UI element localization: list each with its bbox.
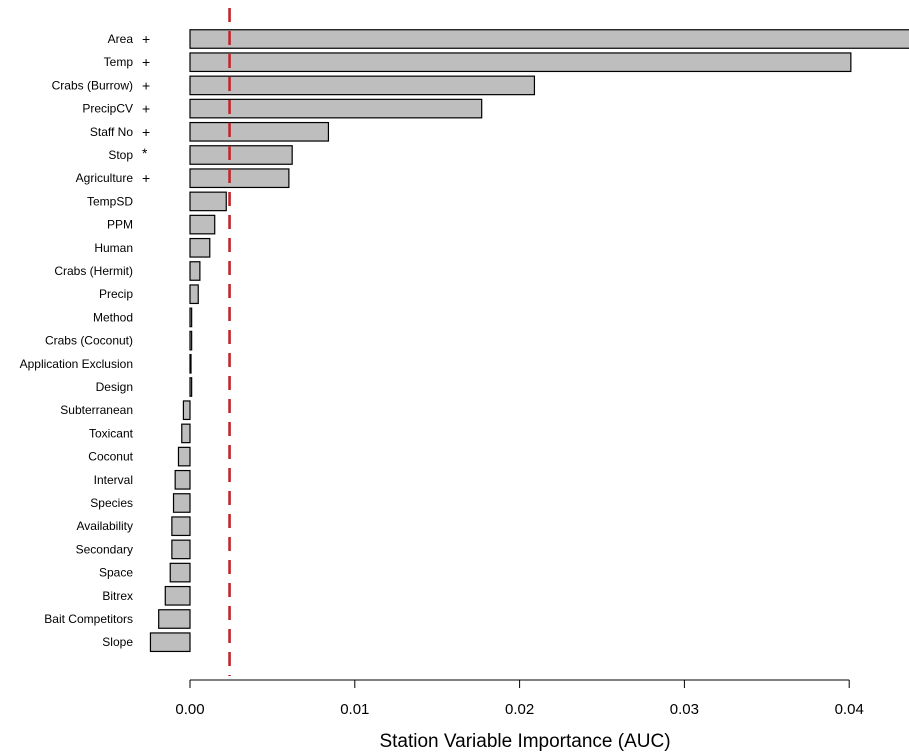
category-label: Agriculture xyxy=(76,171,134,185)
significance-marker: + xyxy=(142,170,150,186)
category-label: Area xyxy=(108,32,134,46)
bar-slope xyxy=(149,632,191,653)
bar-area xyxy=(189,29,909,49)
bar-species xyxy=(172,493,191,513)
category-label: Bitrex xyxy=(102,589,133,603)
bar-precip xyxy=(189,284,199,305)
bar-crabs-burrow xyxy=(189,75,536,96)
bar-interval xyxy=(174,469,191,490)
bar-availability xyxy=(171,516,191,537)
bar-method xyxy=(189,307,193,328)
category-label: Availability xyxy=(77,519,133,533)
x-tick-label: 0.02 xyxy=(505,701,534,718)
bar-bitrex xyxy=(164,585,191,606)
category-label: Secondary xyxy=(76,542,133,556)
significance-markers: + + + + + * + xyxy=(142,31,150,186)
bar-space xyxy=(169,562,191,583)
bar-coconut xyxy=(177,446,191,467)
significance-marker: + xyxy=(142,31,150,47)
bar-agriculture xyxy=(189,168,290,189)
category-label: TempSD xyxy=(87,194,133,208)
category-label: Crabs (Coconut) xyxy=(45,334,133,348)
category-label: Bait Competitors xyxy=(44,612,133,626)
x-tick-label: 0.00 xyxy=(175,701,204,718)
category-label: Method xyxy=(93,310,133,324)
significance-marker: + xyxy=(142,101,150,117)
bar-secondary xyxy=(171,539,191,560)
bar-human xyxy=(189,237,211,258)
bar-crabs-coconut xyxy=(189,330,193,351)
bar-toxicant xyxy=(181,423,191,444)
category-label: Toxicant xyxy=(89,426,134,440)
category-label: Subterranean xyxy=(60,403,133,417)
bar-precipcv xyxy=(189,98,483,119)
category-label: Stop xyxy=(108,148,133,162)
category-label: Human xyxy=(94,241,133,255)
x-tick-label: 0.01 xyxy=(340,701,369,718)
category-label: Crabs (Hermit) xyxy=(54,264,133,278)
significance-marker: + xyxy=(142,77,150,93)
category-label: Slope xyxy=(102,635,133,649)
x-tick-label: 0.03 xyxy=(670,701,699,718)
category-label: Staff No xyxy=(90,125,133,139)
bar-crabs-hermit xyxy=(189,261,201,281)
bars-group xyxy=(149,29,909,653)
bar-bait-competitors xyxy=(158,609,191,629)
bar-stop xyxy=(189,145,293,165)
category-label: Temp xyxy=(104,55,134,69)
category-label: Species xyxy=(90,496,133,510)
bar-staff-no xyxy=(189,121,330,142)
significance-marker: + xyxy=(142,54,150,70)
category-label: Crabs (Burrow) xyxy=(52,78,133,92)
bar-application-exclusion xyxy=(189,353,192,374)
category-label: Space xyxy=(99,566,133,580)
category-label: PrecipCV xyxy=(82,102,133,116)
category-label: Coconut xyxy=(88,450,133,464)
x-axis-ticks: 0.00 0.01 0.02 0.03 0.04 xyxy=(175,680,864,718)
bar-ppm xyxy=(189,214,216,235)
significance-marker: * xyxy=(142,145,148,161)
x-tick-label: 0.04 xyxy=(835,701,864,718)
bar-subterranean xyxy=(182,400,191,421)
bar-tempsd xyxy=(189,191,227,212)
category-label: Design xyxy=(96,380,133,394)
category-label: Interval xyxy=(94,473,133,487)
category-label: Application Exclusion xyxy=(20,357,133,371)
category-labels: Area Temp Crabs (Burrow) PrecipCV Staff No St… xyxy=(20,32,134,649)
category-label: PPM xyxy=(107,218,133,232)
significance-marker: + xyxy=(142,124,150,140)
x-axis-title: Station Variable Importance (AUC) xyxy=(379,731,670,752)
category-label: Precip xyxy=(99,287,133,301)
bar-temp xyxy=(189,52,852,73)
bar-design xyxy=(189,377,193,397)
